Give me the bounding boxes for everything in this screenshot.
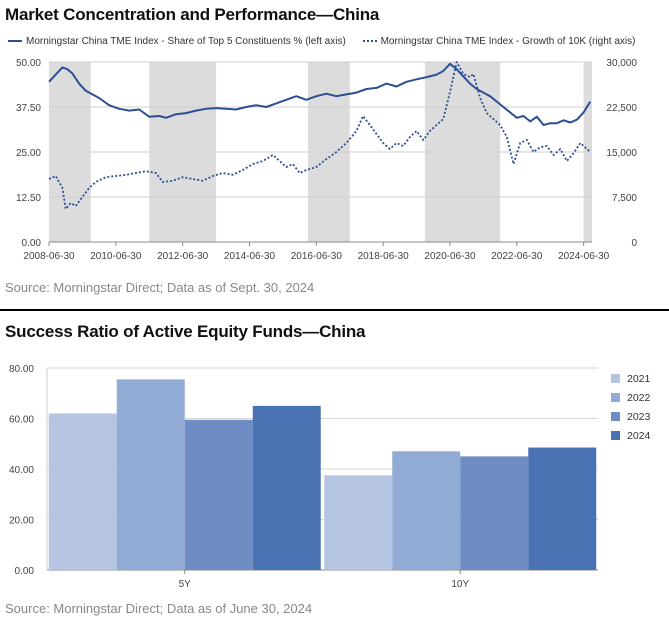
left-axis-tick-3: 12.50 (16, 193, 41, 204)
left-axis-tick-1: 37.50 (16, 103, 41, 114)
right-axis-tick-4: 0 (631, 238, 637, 249)
x-axis-tick-2: 2012-06-30 (157, 251, 209, 262)
series-line-growth-of-10k (48, 61, 591, 210)
legend-label-2021: 2021 (627, 372, 651, 385)
bar-10Y-2023 (460, 456, 529, 570)
legend-solid-label: Morningstar China TME Index - Share of T… (26, 36, 346, 47)
y-axis-tick-4: 0.00 (15, 566, 35, 577)
legend-item-2024: 2024 (611, 426, 650, 445)
chart1-source: Source: Morningstar Direct; Data as of S… (5, 280, 315, 295)
bar-chart: 80.00 60.00 40.00 20.00 0.00 5Y 10Y (9, 364, 598, 590)
bar-10Y-2022 (392, 451, 461, 570)
legend-dotted-line-icon (362, 40, 377, 43)
x-axis-tick-1: 2010-06-30 (90, 251, 142, 262)
line-chart: 50.00 37.50 25.00 12.50 0.00 30,000 22,500 15,0… (16, 58, 637, 262)
x-axis-tick-6: 2020-06-30 (424, 251, 476, 262)
legend-dotted-label: Morningstar China TME Index - Growth of … (380, 36, 636, 47)
right-axis-tick-0: 30,000 (606, 58, 637, 69)
legend-swatch-2024 (611, 431, 620, 440)
x-axis-tick-0: 5Y (179, 579, 192, 590)
legend-swatch-2022 (611, 393, 620, 402)
y-axis-tick-0: 80.00 (9, 364, 34, 375)
x-axis-tick-3: 2014-06-30 (224, 251, 276, 262)
bar-10Y-2024 (528, 447, 597, 570)
legend-item-2023: 2023 (611, 407, 650, 426)
right-axis-tick-1: 22,500 (606, 103, 637, 114)
left-axis-tick-4: 0.00 (22, 238, 42, 249)
y-axis-tick-3: 20.00 (9, 516, 34, 527)
x-axis-tick-8: 2024-06-30 (558, 251, 610, 262)
legend-swatch-2021 (611, 374, 620, 383)
left-axis-tick-2: 25.00 (16, 148, 41, 159)
legend-item-solid: Morningstar China TME Index - Share of T… (8, 36, 349, 47)
legend-item-2021: 2021 (611, 369, 650, 388)
y-axis-tick-1: 60.00 (9, 415, 34, 426)
bar-5Y-2024 (252, 405, 321, 570)
right-axis-tick-2: 15,000 (606, 148, 637, 159)
x-axis-tick-1: 10Y (451, 579, 469, 590)
x-axis-tick-4: 2016-06-30 (291, 251, 343, 262)
legend-item-2022: 2022 (611, 388, 650, 407)
bar-5Y-2021 (48, 413, 117, 570)
legend-swatch-2023 (611, 412, 620, 421)
bar-5Y-2023 (184, 419, 253, 570)
section-divider (0, 309, 669, 311)
chart2-title: Success Ratio of Active Equity Funds—Chi… (5, 322, 366, 341)
chart2-source: Source: Morningstar Direct; Data as of J… (5, 601, 313, 616)
legend-item-dotted: Morningstar China TME Index - Growth of … (362, 36, 636, 47)
chart1-title: Market Concentration and Performance—Chi… (5, 5, 380, 24)
legend-label-2023: 2023 (627, 410, 651, 423)
bar-10Y-2021 (324, 475, 393, 570)
y-axis-tick-2: 40.00 (9, 465, 34, 476)
legend-solid-line-icon (8, 40, 22, 43)
x-axis-tick-7: 2022-06-30 (491, 251, 543, 262)
chart1-legend: Morningstar China TME Index - Share of T… (8, 36, 635, 47)
x-axis-tick-5: 2018-06-30 (358, 251, 410, 262)
x-axis-tick-0: 2008-06-30 (23, 251, 75, 262)
left-axis-tick-0: 50.00 (16, 58, 41, 69)
series-line-top5-share (48, 62, 592, 126)
chart2-legend: 2021 2022 2023 2024 (611, 369, 650, 445)
right-axis-tick-3: 7,500 (612, 193, 637, 204)
bar-5Y-2022 (116, 379, 185, 570)
legend-label-2024: 2024 (627, 429, 651, 442)
legend-label-2022: 2022 (627, 391, 651, 404)
